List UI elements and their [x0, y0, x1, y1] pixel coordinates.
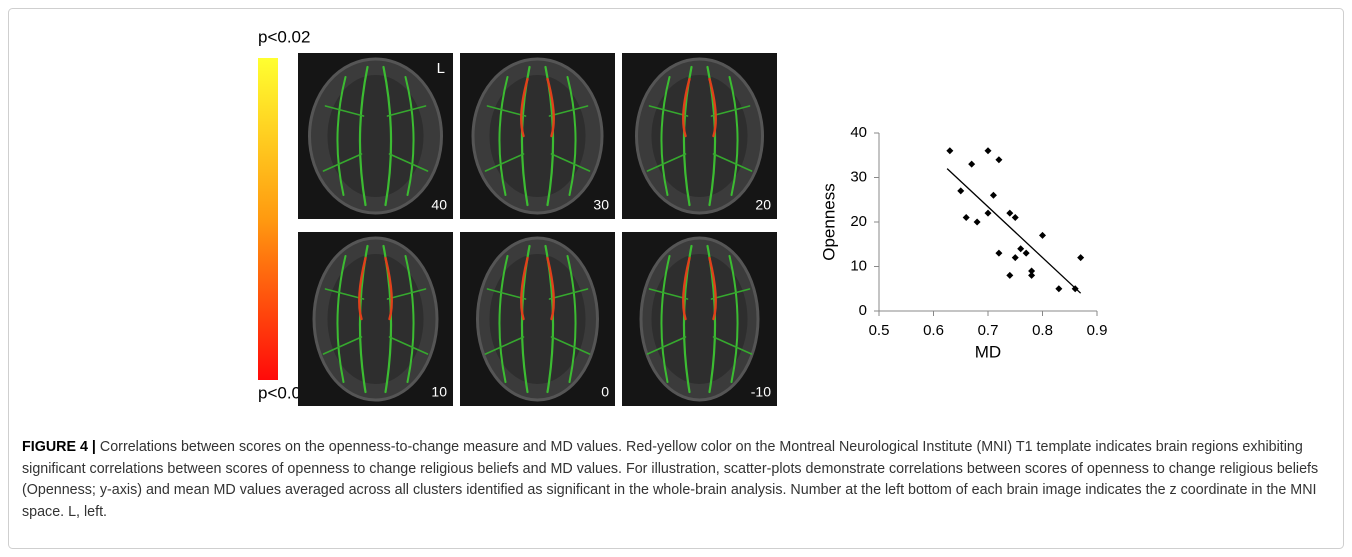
scatter-point	[957, 187, 964, 194]
x-tick-label: 0.7	[978, 322, 999, 339]
brain-slice: 10	[298, 232, 453, 406]
y-tick-label: 30	[850, 168, 867, 185]
slice-z-label: 40	[431, 197, 447, 213]
brain-slice: -10	[622, 232, 777, 406]
colorbar-top-label: p<0.02	[258, 27, 310, 46]
scatter-point	[1006, 272, 1013, 279]
scatter-point	[1017, 245, 1024, 252]
caption-text: Correlations between scores on the openn…	[22, 439, 1318, 520]
scatter-point	[1023, 250, 1030, 257]
x-tick-label: 0.6	[923, 322, 944, 339]
scatter-point	[985, 210, 992, 217]
brain-slice: 0	[460, 232, 615, 406]
scatter-point	[1039, 232, 1046, 239]
scatter-point	[995, 156, 1002, 163]
brain-slice: 40 L	[298, 53, 453, 219]
scatter-point	[985, 147, 992, 154]
caption-label: FIGURE 4 |	[22, 439, 96, 455]
x-tick-label: 0.9	[1087, 322, 1108, 339]
y-tick-label: 10	[850, 257, 867, 274]
scatter-point	[946, 147, 953, 154]
scatter-point	[968, 161, 975, 168]
y-tick-label: 0	[859, 302, 867, 319]
x-tick-label: 0.5	[869, 322, 890, 339]
colorbar	[258, 58, 278, 380]
scatter-point	[963, 214, 970, 221]
brain-slice: 20	[622, 53, 777, 219]
slice-z-label: 10	[431, 384, 447, 400]
trend-line	[947, 169, 1081, 294]
scatter-point	[1012, 254, 1019, 261]
x-tick-label: 0.8	[1032, 322, 1053, 339]
scatter-point	[1077, 254, 1084, 261]
y-tick-label: 20	[850, 213, 867, 230]
brain-slice: 30	[460, 53, 615, 219]
slice-z-label: -10	[751, 384, 771, 400]
scatter-point	[974, 219, 981, 226]
scatter-point	[990, 192, 997, 199]
caption: FIGURE 4 | Correlations between scores o…	[22, 437, 1334, 523]
y-tick-label: 40	[850, 124, 867, 141]
scatter-point	[995, 250, 1002, 257]
scatter-point	[1028, 272, 1035, 279]
x-axis-label: MD	[975, 342, 1001, 361]
scatter-point	[1012, 214, 1019, 221]
scatter-point	[1006, 210, 1013, 217]
orientation-label: L	[437, 60, 445, 77]
slice-z-label: 20	[755, 197, 771, 213]
page: p<0.02 p<0.05 40L3020100-100102030400.50…	[0, 0, 1352, 557]
slice-z-label: 0	[601, 384, 609, 400]
y-axis-label: Openness	[819, 183, 838, 261]
slice-z-label: 30	[593, 197, 609, 213]
scatter-point	[1055, 285, 1062, 292]
